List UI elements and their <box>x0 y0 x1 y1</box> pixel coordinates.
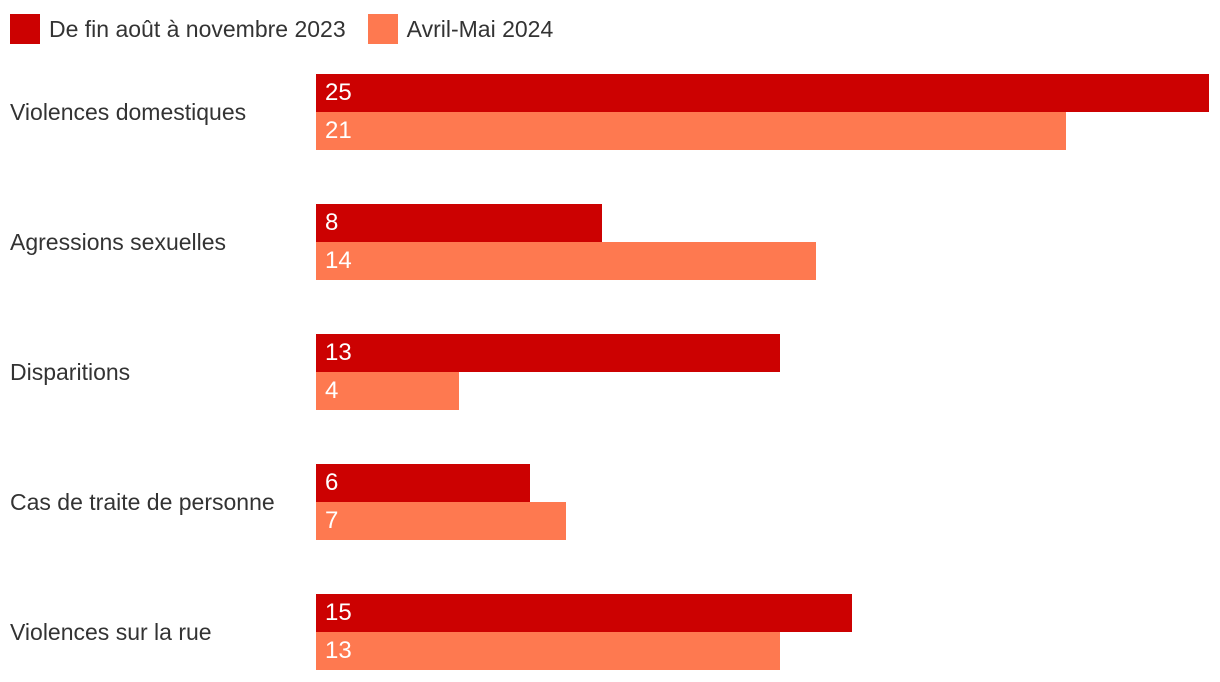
bar-series-0: 8 <box>316 204 602 242</box>
bar-series-0: 25 <box>316 74 1209 112</box>
bar-series-0: 6 <box>316 464 530 502</box>
bar-series-1: 13 <box>316 632 780 670</box>
category-label: Violences domestiques <box>10 98 247 125</box>
bar-series-0: 13 <box>316 334 780 372</box>
bar-value-label: 4 <box>325 377 339 404</box>
chart-row: Violences domestiques 25 21 <box>0 74 1220 150</box>
legend-swatch-icon <box>367 14 398 44</box>
legend-item-1: Avril-Mai 2024 <box>367 14 554 44</box>
chart-row: Cas de traite de personne 6 7 <box>0 464 1220 540</box>
bar-value-label: 6 <box>325 469 339 496</box>
bar-group: 25 21 <box>316 74 1220 150</box>
bar-series-1: 21 <box>316 112 1066 150</box>
bar-value-label: 21 <box>325 117 352 144</box>
chart-row: Violences sur la rue 15 13 <box>0 594 1220 670</box>
bar-value-label: 13 <box>325 637 352 664</box>
bar-value-label: 8 <box>325 209 339 236</box>
bar-series-1: 4 <box>316 372 459 410</box>
bar-value-label: 7 <box>325 507 339 534</box>
legend-swatch-icon <box>10 14 40 44</box>
category-label: Agressions sexuelles <box>10 228 227 255</box>
chart-rows: Violences domestiques 25 21 Agressions sexu… <box>0 74 1220 670</box>
chart-legend: De fin août à novembre 2023 Avril-Mai 202… <box>0 0 1220 44</box>
bar-value-label: 14 <box>325 247 352 274</box>
category-label: Violences sur la rue <box>10 618 212 645</box>
bar-group: 15 13 <box>316 594 1220 670</box>
legend-label: De fin août à novembre 2023 <box>49 16 346 42</box>
legend-item-0: De fin août à novembre 2023 <box>10 14 346 44</box>
bar-value-label: 25 <box>325 79 352 106</box>
legend-label: Avril-Mai 2024 <box>406 16 554 42</box>
bar-series-0: 15 <box>316 594 852 632</box>
bar-series-1: 7 <box>316 502 566 540</box>
category-label: Disparitions <box>10 358 131 385</box>
bar-group: 13 4 <box>316 334 1220 410</box>
chart-row: Disparitions 13 4 <box>0 334 1220 410</box>
chart-row: Agressions sexuelles 8 14 <box>0 204 1220 280</box>
bar-group: 8 14 <box>316 204 1220 280</box>
bar-series-1: 14 <box>316 242 816 280</box>
category-label: Cas de traite de personne <box>10 488 275 515</box>
bar-value-label: 15 <box>325 599 352 626</box>
bar-value-label: 13 <box>325 339 352 366</box>
